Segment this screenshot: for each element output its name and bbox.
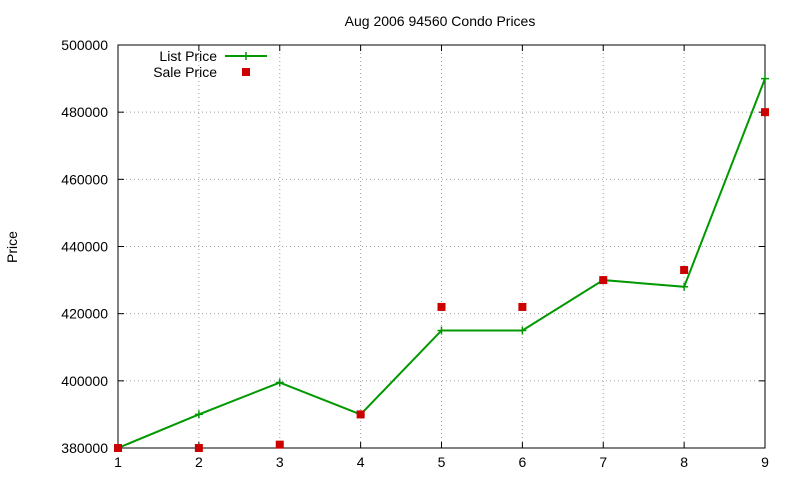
- data-point: [518, 302, 527, 311]
- data-point: [275, 378, 284, 387]
- y-tick-label: 460000: [61, 171, 108, 187]
- data-point: [194, 444, 203, 452]
- x-tick-label: 4: [357, 454, 365, 470]
- y-tick-label: 500000: [61, 37, 108, 53]
- x-tick-label: 5: [438, 454, 446, 470]
- data-point: [114, 444, 122, 452]
- x-tick-label: 6: [518, 454, 526, 470]
- axis-ticks: 380000 400000 420000 440000 460000 480000 5000…: [61, 37, 769, 470]
- y-tick-label: 400000: [61, 373, 108, 389]
- series-layer: [114, 74, 769, 452]
- data-point: [599, 276, 608, 285]
- legend-marker: [242, 68, 250, 76]
- data-point: [275, 440, 284, 449]
- data-point: [680, 266, 689, 275]
- x-tick-label: 7: [599, 454, 607, 470]
- legend-label: List Price: [159, 48, 217, 64]
- legend-marker: [242, 52, 250, 60]
- data-point: [356, 410, 365, 419]
- data-point: [437, 326, 446, 335]
- series-list-price: [114, 74, 769, 452]
- data-point: [761, 74, 769, 83]
- data-point: [680, 282, 689, 291]
- x-tick-label: 9: [761, 454, 769, 470]
- legend-label: Sale Price: [153, 64, 217, 80]
- y-tick-label: 420000: [61, 306, 108, 322]
- x-tick-label: 3: [276, 454, 284, 470]
- x-tick-label: 1: [114, 454, 122, 470]
- y-tick-label: 480000: [61, 104, 108, 120]
- y-tick-label: 440000: [61, 239, 108, 255]
- data-point: [761, 108, 769, 117]
- data-point: [194, 410, 203, 419]
- data-point: [518, 326, 527, 335]
- x-tick-label: 2: [195, 454, 203, 470]
- series-sale-price: [114, 108, 769, 452]
- y-axis-label: Price: [4, 231, 20, 263]
- y-tick-label: 380000: [61, 440, 108, 456]
- chart-title: Aug 2006 94560 Condo Prices: [345, 13, 536, 29]
- x-tick-label: 8: [680, 454, 688, 470]
- grid-lines: [118, 45, 765, 448]
- data-point: [437, 302, 446, 311]
